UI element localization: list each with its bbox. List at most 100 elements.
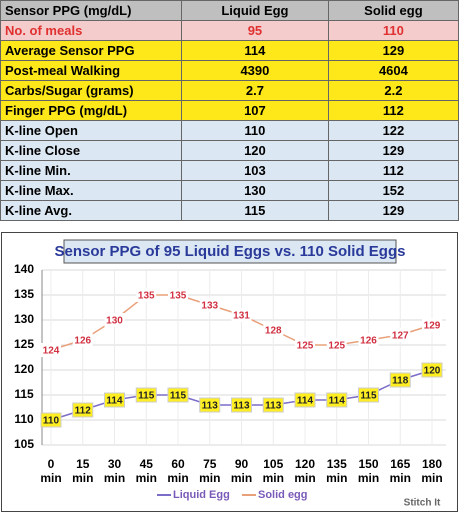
- label-cell: K-line Avg.: [0, 200, 182, 221]
- data-label: 130: [106, 316, 123, 327]
- table-row: Post-meal Walking 4390 4604: [0, 60, 459, 81]
- data-label: 113: [265, 401, 282, 412]
- legend-label: Solid egg: [258, 489, 308, 501]
- data-point: [421, 362, 443, 378]
- table-row: K-line Open 110 122: [0, 120, 459, 141]
- value-cell: 115: [181, 200, 329, 221]
- data-label: 115: [170, 391, 187, 402]
- value-cell: 103: [181, 160, 329, 181]
- data-point: [72, 333, 93, 347]
- value-cell: 95: [181, 20, 329, 41]
- data-label: 129: [424, 321, 441, 332]
- title-box: [63, 239, 397, 264]
- data-label: 113: [233, 401, 250, 412]
- data-label: 115: [360, 391, 377, 402]
- data-label: 114: [106, 396, 123, 407]
- value-cell: 129: [327, 140, 459, 161]
- x-tick-label: 120 min: [294, 457, 316, 485]
- value-cell: 2.2: [327, 80, 459, 101]
- data-point: [72, 402, 94, 418]
- x-tick-label: 90 min: [230, 457, 253, 485]
- label-cell: Post-meal Walking: [0, 60, 182, 81]
- data-point: [326, 392, 348, 408]
- table-row: K-line Avg. 115 129: [0, 200, 459, 221]
- header-cell: Solid egg: [327, 0, 459, 21]
- data-point: [294, 392, 316, 408]
- value-cell: 130: [181, 180, 329, 201]
- label-cell: K-line Max.: [0, 180, 182, 201]
- table-row: K-line Close 120 129: [0, 140, 459, 161]
- data-point: [263, 323, 284, 337]
- data-point: [136, 288, 157, 302]
- value-cell: 4604: [327, 60, 459, 81]
- data-point: [358, 333, 379, 347]
- value-cell: 120: [181, 140, 329, 161]
- y-tick-label: 130: [14, 312, 34, 326]
- y-tick-label: 135: [14, 287, 34, 301]
- data-point: [104, 313, 125, 327]
- data-label: 126: [360, 336, 377, 347]
- value-cell: 112: [327, 100, 459, 121]
- data-point: [41, 343, 61, 357]
- data-point: [295, 338, 315, 352]
- value-cell: 107: [181, 100, 329, 121]
- value-cell: 112: [327, 160, 459, 181]
- data-label: 110: [43, 416, 60, 427]
- table-row: Carbs/Sugar (grams) 2.7 2.2: [0, 80, 459, 101]
- data-point: [199, 298, 220, 312]
- value-cell: 4390: [181, 60, 329, 81]
- label-cell: Carbs/Sugar (grams): [0, 80, 182, 101]
- data-label: 113: [202, 401, 219, 412]
- value-cell: 110: [181, 120, 329, 141]
- y-tick-label: 140: [14, 262, 34, 276]
- x-tick-label: 150 min: [357, 457, 380, 485]
- data-label: 115: [138, 391, 155, 402]
- y-tick-label: 105: [14, 437, 34, 451]
- x-tick-label: 180 min: [421, 457, 443, 485]
- x-tick-label: 45 min: [135, 457, 157, 485]
- legend-label: Liquid Egg: [173, 489, 230, 501]
- data-label: 120: [424, 366, 441, 377]
- data-label: 126: [74, 336, 91, 347]
- x-tick-label: 75 min: [199, 457, 221, 485]
- data-point: [390, 328, 411, 342]
- data-label: 135: [170, 291, 187, 302]
- data-label: 118: [392, 376, 409, 387]
- data-point: [168, 288, 188, 302]
- data-label: 124: [43, 346, 60, 357]
- label-cell: No. of meals: [0, 20, 182, 41]
- data-label: 128: [265, 326, 282, 337]
- data-label: 127: [392, 331, 409, 342]
- data-label: 125: [328, 341, 345, 352]
- table-row: Finger PPG (mg/dL) 107 112: [0, 100, 459, 121]
- x-tick-label: 0 min: [40, 457, 62, 485]
- header-cell: Sensor PPG (mg/dL): [0, 0, 182, 21]
- chart-panel: Sensor PPG of 95 Liquid Eggs vs. 110 Sol…: [1, 232, 458, 512]
- data-point: [326, 338, 347, 352]
- label-cell: K-line Min.: [0, 160, 182, 181]
- x-tick-label: 135 min: [326, 457, 348, 485]
- data-label: 114: [297, 396, 314, 407]
- y-tick-label: 120: [14, 362, 34, 376]
- data-label: 112: [75, 406, 92, 417]
- watermark: Stitch It: [404, 498, 441, 509]
- table-row: K-line Max. 130 152: [0, 180, 459, 201]
- data-point: [231, 308, 252, 322]
- label-cell: K-line Close: [0, 140, 182, 161]
- header-cell: Liquid Egg: [181, 0, 329, 21]
- value-cell: 129: [327, 200, 459, 221]
- data-point: [104, 392, 125, 408]
- chart-title: Sensor PPG of 95 Liquid Eggs vs. 110 Sol…: [55, 243, 406, 260]
- value-cell: 110: [327, 20, 459, 41]
- value-cell: 2.7: [181, 80, 329, 101]
- label-cell: K-line Open: [0, 120, 182, 141]
- value-cell: 152: [327, 180, 459, 201]
- table-row: K-line Min. 103 112: [0, 160, 459, 181]
- data-point: [262, 397, 284, 413]
- data-point: [422, 318, 442, 332]
- data-point: [358, 387, 379, 403]
- data-label: 135: [138, 291, 155, 302]
- data-point: [231, 397, 252, 413]
- x-tick-label: 165 min: [389, 457, 411, 485]
